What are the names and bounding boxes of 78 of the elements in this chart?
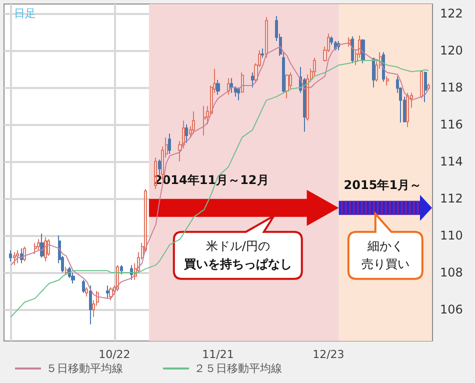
x-tick-label: 12/23 [312,348,344,361]
candlestick [37,238,40,251]
candlestick [361,38,365,64]
candlestick [306,74,309,122]
candlestick [158,159,161,177]
candlestick [9,250,12,262]
candlestick [424,71,427,103]
candlestick [285,74,289,99]
annotation: 日足 [14,7,36,20]
candlestick [213,68,216,94]
candlestick [40,233,44,258]
y-tick-label: 120 [440,43,463,58]
y-tick-label: 114 [440,154,463,168]
candlestick [358,34,361,58]
candlestick [251,72,254,88]
candlestick [130,264,133,280]
candlestick [82,279,85,294]
candlestick [216,79,220,96]
candlestick [203,105,206,136]
candlestick [375,60,378,82]
candlestick [420,70,423,99]
candlestick [323,46,327,62]
candlestick [230,78,233,94]
annotation: 買いを持ちっぱなし [182,256,292,271]
candlestick [254,62,258,82]
candlestick [427,83,430,90]
band-label: 2015年1月～ [344,178,422,192]
annotation: 細かく [366,238,404,253]
candlestick [92,300,95,318]
candlestick [168,133,171,154]
candlestick [265,16,268,58]
candlestick [372,57,375,88]
candlestick [386,76,389,86]
candlestick [106,284,109,299]
candlestick [109,286,113,301]
y-tick-label: 112 [440,191,463,206]
y-tick-label: 116 [440,117,463,132]
candlestick [120,264,123,275]
candlestick [23,246,26,262]
candlestick [313,57,316,77]
x-tick-label: 10/22 [98,348,130,361]
candlestick [206,105,209,125]
legend-label: ５日移動平均線 [46,362,123,375]
candlestick [289,72,292,90]
candlestick [85,286,88,298]
candlestick [89,284,92,325]
candlestick [44,236,47,262]
candlestick [65,266,68,275]
candlestick [355,50,358,66]
candlestick [351,36,354,64]
candlestick [237,86,240,101]
candlestick [154,157,157,190]
candlestick [141,242,144,260]
candlestick [165,136,168,158]
candlestick [234,86,237,98]
y-tick-label: 118 [440,80,463,94]
y-tick-label: 122 [440,6,463,20]
annotation: 米ドル/円の [206,238,270,253]
candlestick [327,33,330,53]
candlestick [330,36,333,46]
candlestick [192,110,195,134]
candlestick [47,238,50,256]
candlestick [334,40,337,51]
candlestick [261,48,264,58]
candlestick [406,92,409,128]
legend-label: ２５日移動平均線 [194,362,282,375]
candlestick [144,188,147,253]
candlestick [258,50,261,68]
candlestick [241,72,244,94]
candlestick [410,92,413,108]
y-tick-label: 110 [440,228,463,242]
annotation: 売り買い [361,256,410,271]
candlestick [227,78,230,96]
y-tick-label: 106 [440,302,463,317]
candlestick [185,124,188,144]
y-tick-label: 108 [440,265,463,280]
x-tick-label: 11/21 [202,348,234,361]
candlestick [182,120,185,149]
